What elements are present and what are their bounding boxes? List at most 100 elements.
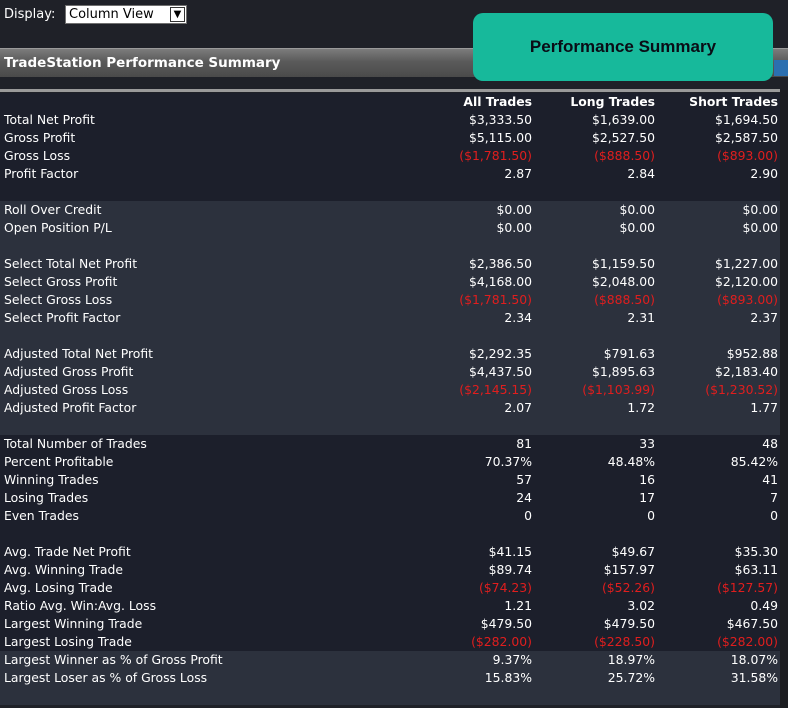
value-all-trades: 9.37% — [492, 652, 532, 667]
metric-label: Ratio Avg. Win:Avg. Loss — [4, 598, 157, 613]
table-row: Avg. Losing Trade ($74.23) ($52.26) ($127.5… — [0, 579, 780, 597]
metric-label: Even Trades — [4, 508, 79, 523]
value-short-trades: 0 — [770, 508, 778, 523]
metric-label: Select Total Net Profit — [4, 256, 138, 271]
value-short-trades: 2.37 — [750, 310, 778, 325]
value-long-trades: 3.02 — [627, 598, 655, 613]
metric-label: Profit Factor — [4, 166, 79, 181]
value-short-trades: 2.90 — [750, 166, 778, 181]
table-row: Adjusted Total Net Profit $2,292.35 $791.6… — [0, 345, 780, 363]
value-all-trades: $479.50 — [480, 616, 532, 631]
value-all-trades: $4,437.50 — [468, 364, 532, 379]
value-long-trades: 25.72% — [607, 670, 655, 685]
value-all-trades: $89.74 — [488, 562, 532, 577]
table-row — [0, 327, 780, 345]
table-row — [0, 525, 780, 543]
metric-label: Adjusted Total Net Profit — [4, 346, 154, 361]
value-long-trades: $1,639.00 — [591, 112, 655, 127]
value-all-trades: 81 — [516, 436, 532, 451]
value-long-trades: 48.48% — [607, 454, 655, 469]
table-row — [0, 687, 780, 705]
value-all-trades: ($1,781.50) — [459, 148, 532, 163]
table-row: Select Total Net Profit $2,386.50 $1,159.5… — [0, 255, 780, 273]
value-long-trades: ($228.50) — [594, 634, 655, 649]
value-short-trades: 1.77 — [750, 400, 778, 415]
value-all-trades: 57 — [516, 472, 532, 487]
value-all-trades: 0 — [524, 508, 532, 523]
value-long-trades: $0.00 — [619, 202, 655, 217]
table-row: Largest Loser as % of Gross Loss 15.83% 25… — [0, 669, 780, 687]
value-short-trades: $0.00 — [742, 220, 778, 235]
table-row: Adjusted Gross Profit $4,437.50 $1,895.63 $… — [0, 363, 780, 381]
value-long-trades: 1.72 — [627, 400, 655, 415]
value-short-trades: 85.42% — [730, 454, 778, 469]
table-row: Total Number of Trades 81 33 48 — [0, 435, 780, 453]
value-all-trades: 24 — [516, 490, 532, 505]
column-header-short-trades: Short Trades — [689, 94, 778, 109]
table-row: Open Position P/L $0.00 $0.00 $0.00 — [0, 219, 780, 237]
value-long-trades: 18.97% — [607, 652, 655, 667]
display-view-value: Column View — [69, 7, 154, 22]
display-view-select[interactable]: Column View ▼ — [65, 5, 187, 24]
table-row: Avg. Winning Trade $89.74 $157.97 $63.11 — [0, 561, 780, 579]
value-short-trades: 0.49 — [750, 598, 778, 613]
table-row: Select Profit Factor 2.34 2.31 2.37 — [0, 309, 780, 327]
value-short-trades: 48 — [762, 436, 778, 451]
value-all-trades: 2.87 — [504, 166, 532, 181]
metric-label: Largest Losing Trade — [4, 634, 132, 649]
column-header-all-trades: All Trades — [463, 94, 532, 109]
metric-label: Adjusted Gross Loss — [4, 382, 129, 397]
value-long-trades: 2.84 — [627, 166, 655, 181]
value-short-trades: ($127.57) — [717, 580, 778, 595]
value-all-trades: ($74.23) — [478, 580, 532, 595]
metric-label: Roll Over Credit — [4, 202, 102, 217]
table-row: Adjusted Gross Loss ($2,145.15) ($1,103.99… — [0, 381, 780, 399]
value-short-trades: $1,694.50 — [714, 112, 778, 127]
table-row — [0, 237, 780, 255]
value-all-trades: 1.21 — [504, 598, 532, 613]
metric-label: Percent Profitable — [4, 454, 114, 469]
badge-label: Performance Summary — [529, 36, 717, 56]
metric-label: Winning Trades — [4, 472, 99, 487]
table-row: Select Gross Loss ($1,781.50) ($888.50) ($8… — [0, 291, 780, 309]
value-short-trades: ($893.00) — [717, 292, 778, 307]
metric-label: Total Net Profit — [4, 112, 95, 127]
value-short-trades: $1,227.00 — [714, 256, 778, 271]
value-long-trades: $1,895.63 — [591, 364, 655, 379]
table-row: Profit Factor 2.87 2.84 2.90 — [0, 165, 780, 183]
value-long-trades: $2,527.50 — [591, 130, 655, 145]
value-short-trades: ($282.00) — [717, 634, 778, 649]
value-long-trades: ($1,103.99) — [582, 382, 655, 397]
value-long-trades: ($888.50) — [594, 148, 655, 163]
value-short-trades: ($893.00) — [717, 148, 778, 163]
value-long-trades: 33 — [639, 436, 655, 451]
table-row: Avg. Trade Net Profit $41.15 $49.67 $35.30 — [0, 543, 780, 561]
value-all-trades: $41.15 — [488, 544, 532, 559]
value-long-trades: ($888.50) — [594, 292, 655, 307]
value-all-trades: $4,168.00 — [468, 274, 532, 289]
table-row — [0, 183, 780, 201]
value-all-trades: $0.00 — [496, 202, 532, 217]
metric-label: Losing Trades — [4, 490, 89, 505]
value-all-trades: 70.37% — [484, 454, 532, 469]
table-row: Total Net Profit $3,333.50 $1,639.00 $1,694… — [0, 111, 780, 129]
table-row: Gross Loss ($1,781.50) ($888.50) ($893.00) — [0, 147, 780, 165]
table-row: Adjusted Profit Factor 2.07 1.72 1.77 — [0, 399, 780, 417]
value-short-trades: $2,120.00 — [714, 274, 778, 289]
chevron-down-icon[interactable]: ▼ — [170, 7, 185, 22]
table-row: Largest Losing Trade ($282.00) ($228.50) ($… — [0, 633, 780, 651]
scrollbar-edge[interactable] — [780, 90, 788, 708]
metric-label: Avg. Trade Net Profit — [4, 544, 131, 559]
value-all-trades: $0.00 — [496, 220, 532, 235]
value-short-trades: 41 — [762, 472, 778, 487]
value-long-trades: $157.97 — [603, 562, 655, 577]
value-long-trades: $479.50 — [603, 616, 655, 631]
table-row: Largest Winning Trade $479.50 $479.50 $467.… — [0, 615, 780, 633]
value-all-trades: 2.07 — [504, 400, 532, 415]
column-header-long-trades: Long Trades — [570, 94, 655, 109]
value-all-trades: $3,333.50 — [468, 112, 532, 127]
value-long-trades: 17 — [639, 490, 655, 505]
report-title: TradeStation Performance Summary — [4, 55, 281, 71]
metric-label: Avg. Losing Trade — [4, 580, 113, 595]
table-row — [0, 417, 780, 435]
